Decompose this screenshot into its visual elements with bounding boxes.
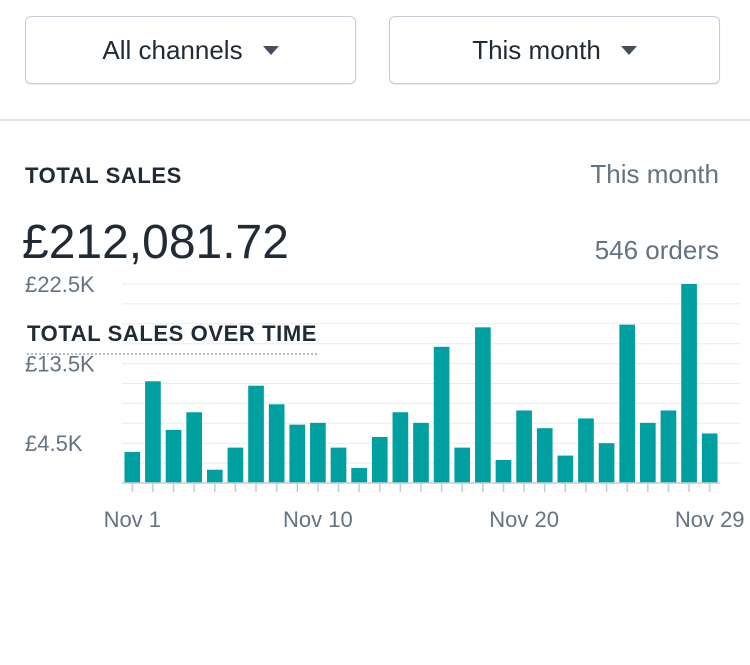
sales-bar[interactable]	[557, 455, 574, 483]
x-tick-label: Nov 10	[283, 507, 353, 532]
total-sales-heading: TOTAL SALES	[25, 163, 182, 188]
chart-title[interactable]: TOTAL SALES OVER TIME	[27, 321, 318, 355]
sales-bar[interactable]	[206, 469, 223, 483]
sales-bar[interactable]	[413, 422, 429, 483]
sales-bar[interactable]	[639, 422, 656, 483]
y-tick-label: £13.5K	[25, 352, 95, 377]
sales-bar[interactable]	[330, 447, 347, 483]
total-sales-amount: £212,081.72	[22, 216, 289, 269]
sales-bar[interactable]	[186, 412, 203, 483]
sales-bar[interactable]	[681, 284, 697, 483]
sales-bar[interactable]	[351, 467, 367, 483]
sales-bar[interactable]	[516, 410, 532, 483]
sales-bar[interactable]	[475, 327, 491, 483]
sales-bar[interactable]	[660, 410, 677, 483]
sales-bar[interactable]	[392, 412, 409, 483]
sales-bar[interactable]	[536, 428, 553, 483]
orders-count: 546 orders	[594, 235, 719, 265]
period-select-label: This month	[472, 34, 601, 65]
sales-bar[interactable]	[495, 460, 512, 483]
sales-bar[interactable]	[578, 418, 594, 483]
sales-bar[interactable]	[454, 447, 471, 483]
sales-bar[interactable]	[227, 447, 244, 483]
caret-down-icon	[262, 45, 279, 55]
x-tick-label: Nov 29	[675, 507, 745, 532]
divider	[0, 119, 750, 121]
x-tick-label: Nov 1	[104, 507, 161, 532]
sales-over-time-chart: £4.5K £13.5K £22.5K Nov 1 Nov 10 Nov 20 Nov 29	[25, 272, 745, 532]
sales-bar[interactable]	[310, 422, 326, 483]
period-select-button[interactable]: This month	[389, 16, 720, 84]
period-caption: This month	[590, 159, 719, 189]
sales-bar[interactable]	[289, 424, 306, 483]
sales-bar[interactable]	[124, 452, 141, 483]
sales-bar[interactable]	[165, 429, 182, 483]
sales-bar[interactable]	[371, 437, 388, 483]
x-tick-label: Nov 20	[489, 507, 559, 532]
sales-bar[interactable]	[268, 404, 285, 483]
sales-bar[interactable]	[598, 443, 615, 483]
sales-bar[interactable]	[248, 385, 264, 483]
sales-bar[interactable]	[701, 433, 718, 483]
channel-select-label: All channels	[102, 34, 243, 65]
channel-select-button[interactable]: All channels	[25, 16, 356, 84]
sales-bar[interactable]	[145, 381, 161, 483]
y-tick-label: £22.5K	[25, 272, 95, 297]
y-tick-label: £4.5K	[25, 431, 83, 456]
caret-down-icon	[620, 45, 637, 55]
total-sales-card: TOTAL SALES This month £212,081.72 546 o…	[0, 121, 750, 665]
sales-bar[interactable]	[619, 324, 636, 483]
filter-bar: All channels This month	[0, 0, 750, 120]
sales-bar[interactable]	[433, 346, 450, 483]
